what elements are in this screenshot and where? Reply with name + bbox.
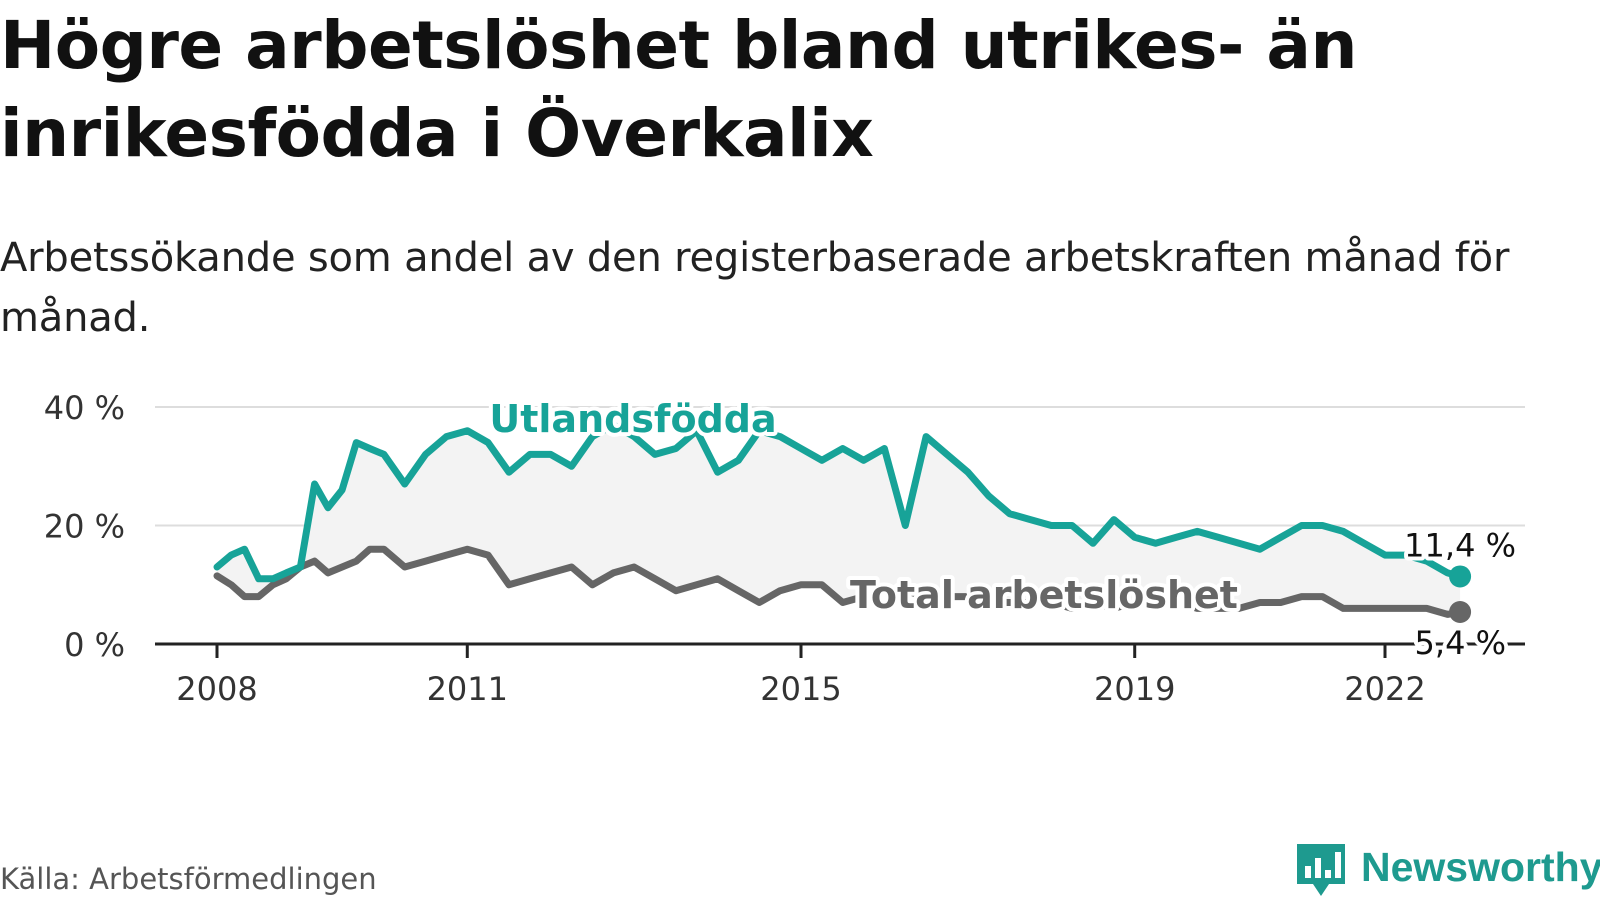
foreign-born-line	[213, 421, 1464, 583]
total-end-label: 5,4 %5,4 %	[1411, 620, 1510, 666]
total-series-label-halo: Total arbetslöshet	[850, 573, 1238, 617]
newsworthy-logo[interactable]: Newsworthy	[1293, 842, 1600, 896]
foreign-born-end-label-text: 11,4 %	[1404, 526, 1516, 564]
brand-name: Newsworthy	[1361, 844, 1600, 890]
y-tick-label: 40 %	[44, 389, 125, 427]
y-tick-label: 20 %	[44, 508, 125, 546]
x-tick-label: 2011	[427, 670, 508, 708]
foreign-born-series-label-text: Utlandsfödda	[489, 397, 776, 441]
chart-subtitle: Arbetssökande som andel av den registerb…	[0, 235, 1510, 341]
total-series-label-text: Total arbetslöshet	[850, 573, 1238, 617]
total-endpoint	[1449, 601, 1472, 624]
x-tick-label: 2015	[760, 670, 841, 708]
newsworthy-logo-icon	[1297, 844, 1345, 896]
total-end-label-text: 5,4 %	[1415, 624, 1506, 662]
foreign-born-series-label-halo: Utlandsfödda	[489, 397, 776, 441]
chart-title: Högre arbetslöshet bland utrikes- än inr…	[0, 7, 1357, 172]
x-tick-label: 2008	[176, 670, 257, 708]
x-axis: 2008 2011 2015 2019 2022	[155, 642, 1525, 708]
foreign-born-end-label: 11,4 %11,4 %	[1400, 522, 1520, 568]
gap-band	[217, 424, 1461, 615]
line-chart: 0 % 20 % 40 % 2008 2011 2015 2019 2022 11,4 %1…	[44, 389, 1525, 708]
x-tick-label: 2019	[1094, 670, 1175, 708]
x-tick-label: 2022	[1344, 670, 1425, 708]
foreign-born-endpoint	[1449, 565, 1472, 588]
y-axis-labels: 0 % 20 % 40 %	[44, 389, 125, 664]
series-labels: 11,4 %11,4 % 5,4 %5,4 % UtlandsföddaUtland…	[485, 393, 1520, 666]
y-tick-label: 0 %	[64, 626, 125, 664]
source-note: Källa: Arbetsförmedlingen	[0, 862, 377, 896]
total-end-label-halo: 5,4 %	[1415, 624, 1506, 662]
total-unemployment-line	[213, 545, 1464, 618]
foreign-born-end-label-halo: 11,4 %	[1404, 526, 1516, 564]
